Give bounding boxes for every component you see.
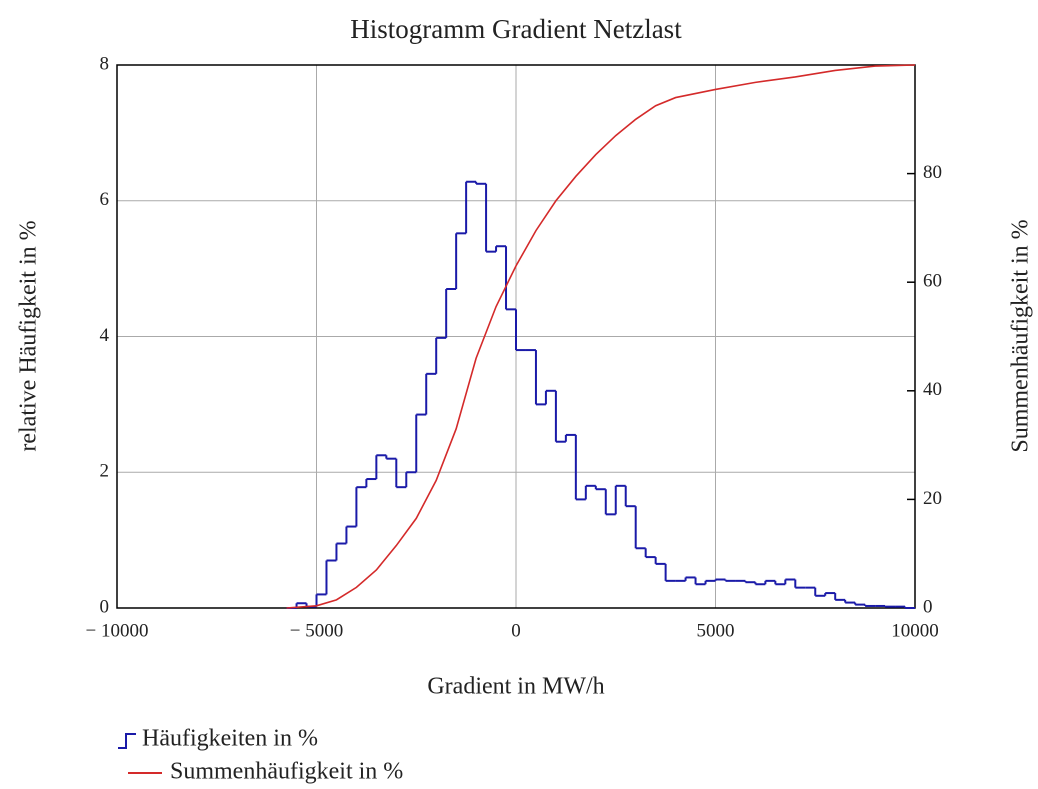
- y-axis-label: relative Häufigkeit in %: [16, 220, 42, 451]
- plot-frame: [116, 64, 916, 609]
- y-tick-label: 6: [100, 189, 110, 210]
- chart-title: Histogramm Gradient Netzlast: [350, 14, 682, 44]
- x-tick-label: − 10000: [86, 620, 149, 641]
- y-tick-label: 0: [100, 596, 110, 617]
- x-tick-label: 0: [511, 620, 521, 641]
- y-tick-label: 8: [100, 53, 110, 74]
- legend-label: Summenhäufigkeit in %: [170, 759, 403, 785]
- y2-axis-label: Summenhäufigkeit in %: [1008, 219, 1034, 452]
- x-tick-label: 5000: [697, 620, 735, 641]
- legend-label: Häufigkeiten in %: [142, 726, 318, 752]
- x-axis-label: Gradient in MW/h: [427, 674, 604, 700]
- y-tick-label: 4: [100, 325, 110, 346]
- y2-tick-label: 20: [923, 488, 942, 509]
- x-tick-label: − 5000: [290, 620, 343, 641]
- y2-tick-label: 60: [923, 271, 942, 292]
- y2-tick-label: 40: [923, 379, 942, 400]
- y2-tick-label: 0: [923, 596, 933, 617]
- legend-symbol: [118, 733, 136, 749]
- x-tick-label: 10000: [891, 620, 939, 641]
- cumulative-line: [286, 64, 916, 609]
- y-tick-label: 2: [100, 461, 110, 482]
- y2-tick-label: 80: [923, 162, 942, 183]
